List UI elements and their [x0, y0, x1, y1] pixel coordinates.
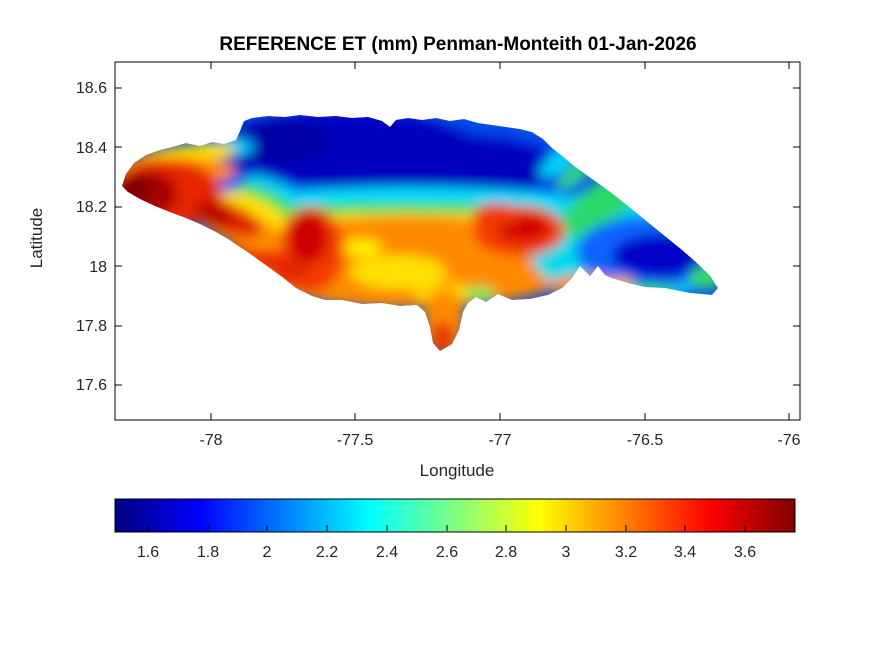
colorbar-tick-label: 3: [562, 544, 571, 561]
colorbar-tick-labels: 1.6 1.8 2 2.2 2.4 2.6 2.8 3 3.2 3.4 3.6: [137, 544, 756, 561]
x-tick-label: -77: [488, 432, 511, 449]
colorbar-tick-label: 3.6: [734, 544, 756, 561]
colorbar-tick-label: 3.4: [674, 544, 696, 561]
x-tick-marks: [210, 62, 790, 420]
colorbar-gradient: [114, 498, 796, 533]
colorbar-tick-label: 1.8: [197, 544, 219, 561]
y-tick-label: 18: [89, 259, 107, 276]
x-tick-label: -77.5: [337, 432, 374, 449]
colorbar-tick-label: 2: [263, 544, 272, 561]
colorbar-tick-label: 2.6: [436, 544, 458, 561]
x-tick-label: -76.5: [627, 432, 664, 449]
colorbar-tick-label: 2.4: [376, 544, 398, 561]
y-tick-marks: [115, 87, 800, 386]
y-tick-label: 18.4: [76, 140, 107, 157]
x-tick-labels: -78 -77.5 -77 -76.5 -76: [199, 432, 800, 449]
plot-title: REFERENCE ET (mm) Penman-Monteith 01-Jan…: [219, 34, 696, 55]
y-tick-label: 18.6: [76, 80, 107, 97]
x-tick-label: -76: [777, 432, 800, 449]
colorbar-tick-label: 1.6: [137, 544, 159, 561]
colorbar-tick-label: 2.8: [495, 544, 517, 561]
colorbar-tick-label: 2.2: [316, 544, 338, 561]
y-tick-label: 18.2: [76, 199, 107, 216]
colorbar: 1.6 1.8 2 2.2 2.4 2.6 2.8 3 3.2 3.4 3.6: [114, 498, 796, 561]
y-axis-label: Latitude: [27, 208, 46, 269]
y-tick-labels: 18.6 18.4 18.2 18 17.8 17.6: [76, 80, 107, 394]
colorbar-tick-label: 3.2: [615, 544, 637, 561]
x-tick-label: -78: [199, 432, 222, 449]
y-tick-label: 17.6: [76, 377, 107, 394]
colorbar-tick-marks: [147, 525, 746, 531]
y-tick-label: 17.8: [76, 318, 107, 335]
x-axis-label: Longitude: [420, 461, 495, 480]
